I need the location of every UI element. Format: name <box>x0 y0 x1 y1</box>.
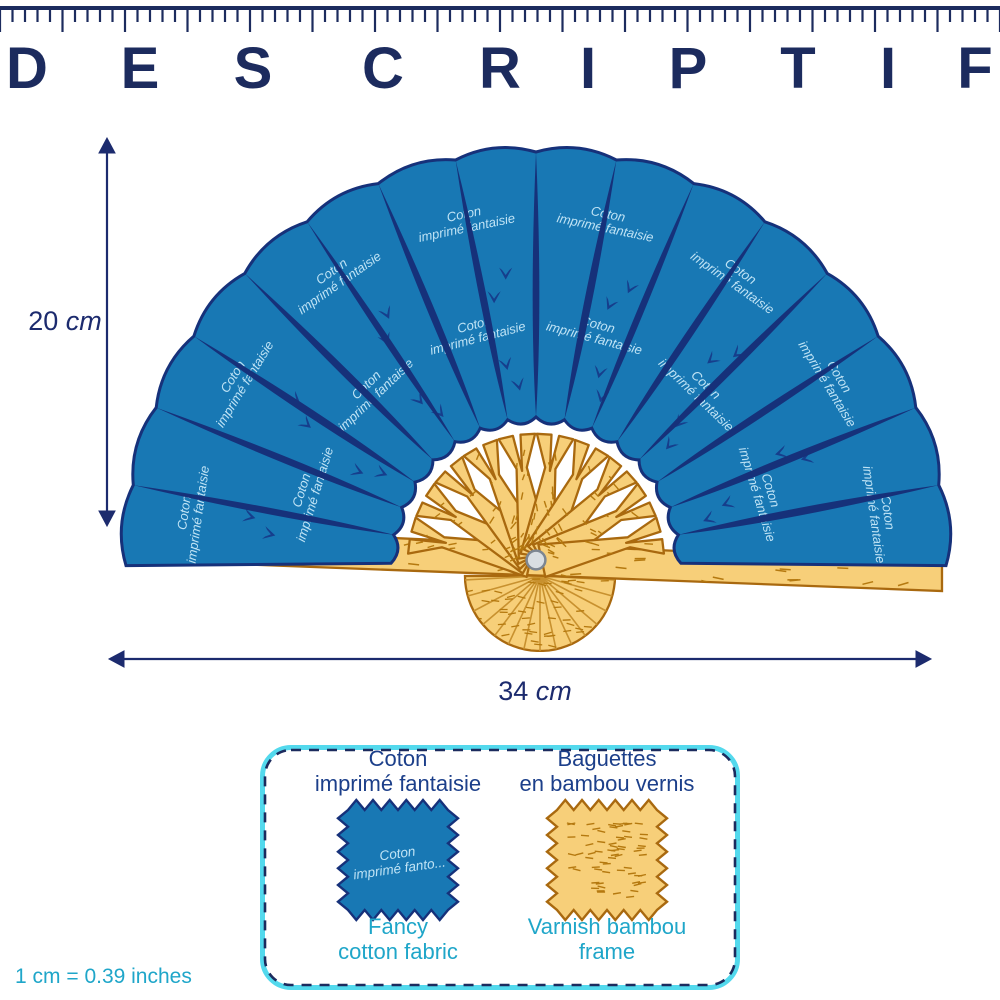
svg-text:C: C <box>362 36 404 101</box>
svg-text:I: I <box>580 36 596 101</box>
svg-text:cotton fabric: cotton fabric <box>338 939 458 964</box>
svg-text:Coton: Coton <box>369 746 428 771</box>
svg-text:D: D <box>6 36 48 101</box>
svg-text:20 cm: 20 cm <box>28 306 102 336</box>
svg-text:en bambou vernis: en bambou vernis <box>520 771 695 796</box>
svg-text:Baguettes: Baguettes <box>557 746 656 771</box>
svg-text:34 cm: 34 cm <box>498 676 572 706</box>
svg-text:I: I <box>880 36 896 101</box>
svg-text:frame: frame <box>579 939 635 964</box>
svg-text:imprimé fantaisie: imprimé fantaisie <box>315 771 481 796</box>
svg-text:T: T <box>780 36 815 101</box>
svg-text:1 cm = 0.39 inches: 1 cm = 0.39 inches <box>15 965 192 988</box>
svg-text:E: E <box>121 36 160 101</box>
svg-text:R: R <box>479 36 521 101</box>
svg-text:Varnish bambou: Varnish bambou <box>528 914 687 939</box>
svg-text:Fancy: Fancy <box>368 914 428 939</box>
svg-text:S: S <box>234 36 273 101</box>
svg-text:F: F <box>957 36 992 101</box>
svg-text:P: P <box>669 36 708 101</box>
